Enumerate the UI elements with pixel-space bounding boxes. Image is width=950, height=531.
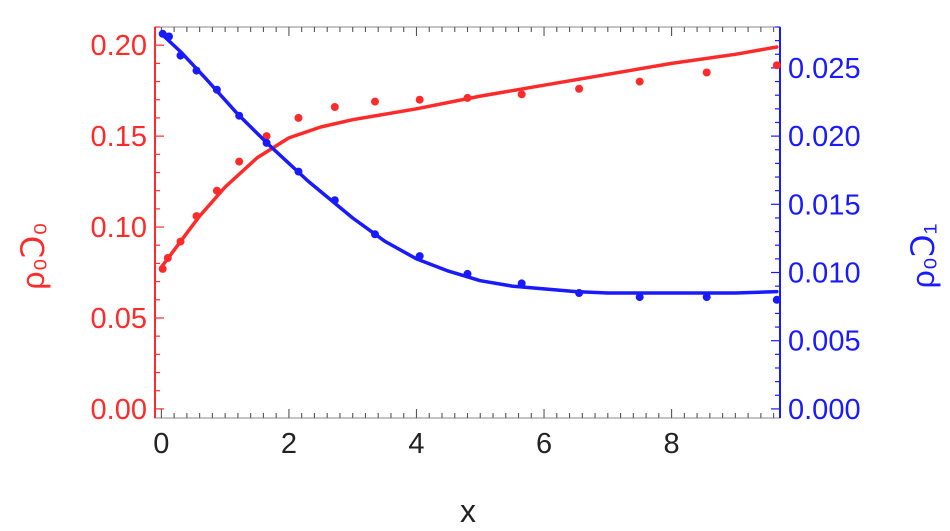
right-axis-tick-label: 0.020 xyxy=(788,121,861,153)
x-axis: 0 2 4 6 8 xyxy=(153,409,775,460)
blue-series-data-point xyxy=(192,66,201,75)
x-axis-tick-label: 8 xyxy=(664,428,680,460)
red-series-data-point xyxy=(294,113,303,122)
left-axis-tick-label: 0.00 xyxy=(91,394,147,426)
red-series-data-point xyxy=(212,186,221,195)
right-axis-tick-label: 0.015 xyxy=(788,189,861,221)
x-axis-title: x xyxy=(460,493,476,529)
red-series-data-point xyxy=(176,237,185,246)
red-series-data-point xyxy=(635,77,644,86)
blue-series-data-point xyxy=(235,111,244,120)
blue-series-data-point xyxy=(702,293,711,302)
red-series-data-point xyxy=(163,254,172,262)
blue-series-data-point xyxy=(575,289,584,297)
right-axis-tick-label: 0.025 xyxy=(788,53,861,85)
blue-series-data-point xyxy=(176,51,185,60)
blue-series xyxy=(158,29,781,304)
left-y-axis: 0.00 0.05 0.10 0.15 0.20 xyxy=(91,26,164,426)
red-series-data-point xyxy=(235,157,244,166)
left-axis-tick-label: 0.20 xyxy=(91,30,147,62)
red-series xyxy=(158,45,781,273)
blue-series-data-point xyxy=(635,293,644,302)
x-axis-tick-label: 0 xyxy=(153,428,169,460)
left-y-axis-title: ρ₀Ↄ₀ xyxy=(15,222,51,289)
blue-series-data-point xyxy=(371,230,379,239)
x-axis-tick-label: 2 xyxy=(281,428,297,460)
right-y-axis-title: ρ₀Ↄ₁ xyxy=(905,224,941,289)
x-axis-tick-label: 6 xyxy=(536,428,552,460)
red-series-data-point xyxy=(415,95,424,104)
right-y-axis: 0.000 0.005 0.010 0.015 0.020 0.025 xyxy=(771,26,861,426)
red-series-data-point xyxy=(371,97,379,106)
blue-series-data-point xyxy=(165,32,173,41)
red-series-data-point xyxy=(158,264,167,273)
x-axis-tick-label: 4 xyxy=(408,428,424,460)
left-axis-tick-label: 0.15 xyxy=(91,121,147,153)
blue-series-data-point xyxy=(772,295,781,304)
red-series-fit-line xyxy=(159,45,779,269)
red-series-data-point xyxy=(702,68,711,77)
blue-series-data-point xyxy=(330,196,339,205)
left-axis-tick-label: 0.05 xyxy=(91,303,147,335)
blue-series-data-point xyxy=(158,29,167,38)
blue-series-data-point xyxy=(212,85,221,94)
blue-series-data-point xyxy=(463,269,472,278)
right-axis-tick-label: 0.005 xyxy=(788,326,861,358)
right-axis-tick-label: 0.000 xyxy=(788,394,861,426)
blue-series-data-point xyxy=(294,167,303,176)
right-axis-tick-label: 0.010 xyxy=(788,258,861,290)
red-series-data-point xyxy=(330,103,339,111)
red-series-data-point xyxy=(772,61,781,70)
red-series-data-point xyxy=(192,212,201,221)
red-series-data-point xyxy=(463,93,472,102)
red-series-data-point xyxy=(262,132,271,141)
blue-series-data-point xyxy=(415,252,424,261)
red-series-data-point xyxy=(575,84,584,93)
left-axis-tick-label: 0.10 xyxy=(91,212,147,244)
blue-series-data-point xyxy=(517,279,526,288)
red-series-data-point xyxy=(517,90,526,99)
series-layer xyxy=(158,29,781,304)
blue-series-data-point xyxy=(262,138,271,147)
